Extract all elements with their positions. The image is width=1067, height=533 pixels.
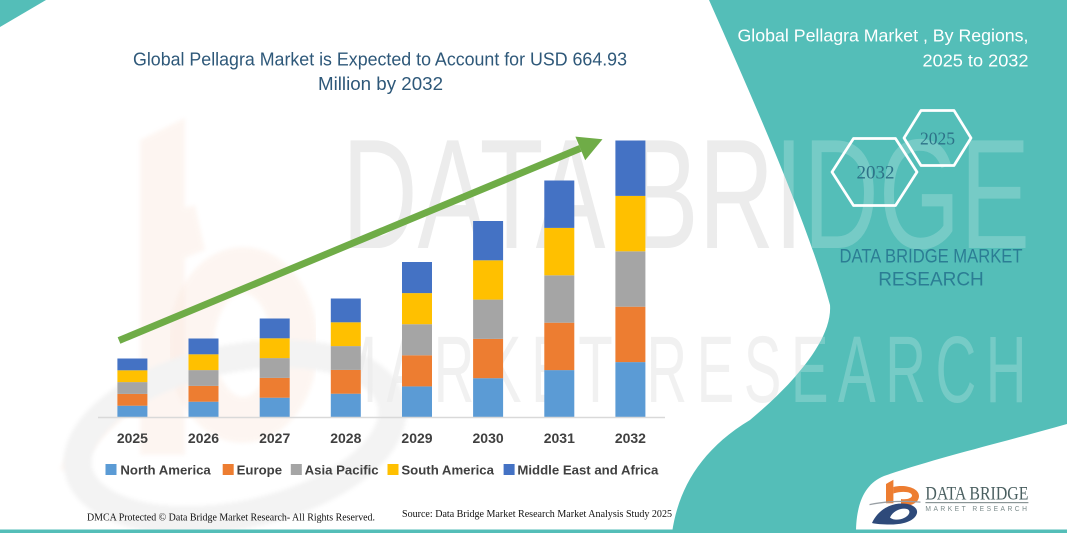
svg-text:2030: 2030: [473, 430, 504, 446]
svg-text:Global Pellagra Market is Expe: Global Pellagra Market is Expected to Ac…: [133, 49, 627, 70]
svg-text:North America: North America: [120, 463, 211, 478]
svg-text:2025: 2025: [117, 430, 148, 446]
svg-text:2028: 2028: [330, 430, 361, 446]
svg-text:2025 to 2032: 2025 to 2032: [923, 51, 1029, 71]
svg-text:2032: 2032: [615, 430, 646, 446]
svg-text:Million by 2032: Million by 2032: [318, 73, 443, 94]
svg-text:Europe: Europe: [237, 463, 282, 478]
svg-text:2027: 2027: [259, 430, 290, 446]
svg-text:South America: South America: [401, 463, 494, 478]
svg-text:DATA BRIDGE MARKET: DATA BRIDGE MARKET: [840, 247, 1023, 268]
svg-text:2026: 2026: [188, 430, 219, 446]
svg-text:Global Pellagra Market , By Re: Global Pellagra Market , By Regions,: [738, 26, 1029, 46]
svg-text:MARKET RESEARCH: MARKET RESEARCH: [925, 506, 1029, 513]
svg-text:Middle East and Africa: Middle East and Africa: [517, 463, 659, 478]
svg-text:2032: 2032: [857, 163, 895, 184]
svg-text:2029: 2029: [401, 430, 432, 446]
svg-text:2031: 2031: [544, 430, 575, 446]
svg-text:DMCA Protected © Data Bridge M: DMCA Protected © Data Bridge Market Rese…: [87, 513, 375, 524]
svg-text:RESEARCH: RESEARCH: [878, 270, 984, 291]
svg-text:Asia Pacific: Asia Pacific: [305, 463, 379, 478]
svg-text:Source: Data Bridge Market Res: Source: Data Bridge Market Research Mark…: [402, 509, 672, 520]
svg-text:DATA BRIDGE: DATA BRIDGE: [925, 484, 1028, 505]
svg-text:2025: 2025: [920, 129, 955, 149]
